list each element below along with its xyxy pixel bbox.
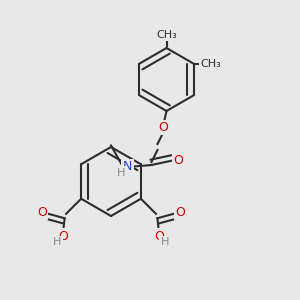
Text: N: N: [123, 160, 132, 173]
Text: H: H: [53, 237, 61, 247]
Text: O: O: [159, 121, 168, 134]
Text: H: H: [161, 237, 169, 247]
Text: O: O: [37, 206, 47, 219]
Text: O: O: [154, 230, 164, 243]
Text: H: H: [117, 167, 126, 178]
Text: O: O: [174, 154, 183, 167]
Text: O: O: [58, 230, 68, 243]
Text: CH₃: CH₃: [156, 29, 177, 40]
Text: O: O: [175, 206, 185, 219]
Text: CH₃: CH₃: [200, 59, 221, 69]
